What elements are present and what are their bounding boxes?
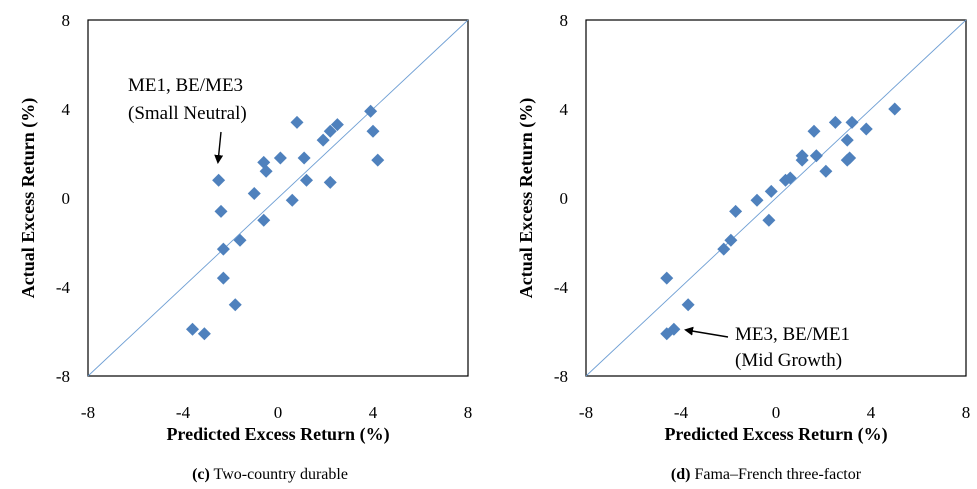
data-point-d-14 — [795, 149, 809, 163]
data-point-c-20 — [323, 175, 337, 189]
data-point-c-24 — [371, 153, 385, 167]
data-point-d-19 — [840, 133, 854, 147]
annotation-line-2: (Mid Growth) — [735, 350, 842, 371]
x-tick-label: 0 — [274, 403, 283, 422]
annotation-line-1: ME1, BE/ME3 — [128, 75, 243, 96]
data-point-d-10 — [764, 184, 778, 198]
annotation-d: ME3, BE/ME1 (Mid Growth) — [684, 324, 850, 371]
caption-letter-d: (d) — [671, 466, 691, 483]
data-point-c-3 — [216, 242, 230, 256]
y-tick-label: -4 — [554, 278, 569, 297]
x-ticks-c: -8 -4 0 4 8 — [81, 403, 472, 422]
y-tick-label: -4 — [56, 278, 71, 297]
data-point-c-2 — [214, 204, 228, 218]
data-point-c-15 — [290, 115, 304, 129]
data-point-d-6 — [724, 233, 738, 247]
x-tick-label: 4 — [369, 403, 378, 422]
data-point-d-5 — [717, 242, 731, 256]
x-tick-label: -8 — [81, 403, 95, 422]
data-point-d-17 — [819, 164, 833, 178]
annotation-arrow-d — [684, 326, 729, 338]
annotation-line-2: (Small Neutral) — [128, 103, 247, 124]
data-point-c-21 — [330, 118, 344, 132]
data-point-d-18 — [828, 115, 842, 129]
y-tick-label: 4 — [62, 100, 71, 119]
data-point-c-12 — [259, 164, 273, 178]
points-d — [660, 102, 902, 341]
y-tick-label: -8 — [56, 367, 70, 386]
data-point-c-4 — [216, 271, 230, 285]
data-point-d-16 — [809, 149, 823, 163]
data-point-d-3 — [667, 322, 681, 336]
data-point-d-7 — [729, 204, 743, 218]
y-tick-label: 8 — [62, 11, 71, 30]
data-point-c-22 — [364, 104, 378, 118]
x-tick-label: 8 — [464, 403, 473, 422]
data-point-c-7 — [197, 327, 211, 341]
annotation-arrow-c — [214, 131, 224, 164]
x-tick-label: -8 — [579, 403, 593, 422]
data-point-d-8 — [750, 193, 764, 207]
data-point-c-6 — [186, 322, 199, 336]
x-tick-label: 8 — [962, 403, 971, 422]
annotation-line-1: ME3, BE/ME1 — [735, 324, 850, 345]
x-tick-label: -4 — [176, 403, 191, 422]
panel-c: -8 -4 0 4 8 8 4 0 -4 -8 Predicted Excess… — [18, 11, 472, 483]
data-point-c-9 — [247, 187, 261, 201]
x-axis-title-d: Predicted Excess Return (%) — [664, 424, 887, 445]
data-point-c-23 — [366, 124, 380, 138]
data-point-c-5 — [228, 298, 242, 312]
data-point-c-8 — [233, 233, 247, 247]
data-point-c-14 — [285, 193, 299, 207]
caption-letter-c: (c) — [192, 466, 210, 483]
caption-text-c: Two-country durable — [210, 466, 348, 483]
data-point-c-11 — [257, 155, 271, 169]
x-ticks-d: -8 -4 0 4 8 — [579, 403, 970, 422]
caption-c: (c) Two-country durable — [192, 466, 348, 483]
data-point-d-22 — [845, 115, 859, 129]
data-point-d-21 — [843, 151, 857, 165]
caption-text-d: Fama–French three-factor — [690, 466, 861, 483]
data-point-c-13 — [273, 151, 287, 165]
points-c — [186, 104, 385, 341]
data-point-d-1 — [660, 271, 674, 285]
reference-line-c — [87, 19, 469, 377]
data-point-c-16 — [297, 151, 311, 165]
caption-d: (d) Fama–French three-factor — [671, 466, 862, 483]
data-point-d-15 — [807, 124, 821, 138]
x-tick-label: 0 — [772, 403, 781, 422]
data-point-c-19 — [323, 124, 337, 138]
data-point-d-24 — [888, 102, 902, 116]
y-tick-label: 4 — [560, 100, 569, 119]
data-point-d-9 — [762, 213, 776, 227]
y-axis-title-d: Actual Excess Return (%) — [516, 98, 537, 298]
data-point-c-17 — [300, 173, 313, 187]
data-point-d-4 — [681, 298, 695, 312]
x-axis-title-c: Predicted Excess Return (%) — [166, 424, 389, 445]
annotation-c: ME1, BE/ME3 (Small Neutral) — [128, 75, 247, 164]
x-tick-label: -4 — [674, 403, 689, 422]
data-point-c-1 — [212, 173, 226, 187]
panel-d: -8 -4 0 4 8 8 4 0 -4 -8 Predicted Excess… — [516, 11, 970, 483]
y-tick-label: -8 — [554, 367, 568, 386]
y-tick-label: 0 — [62, 189, 71, 208]
y-tick-label: 0 — [560, 189, 569, 208]
data-point-c-10 — [257, 213, 271, 227]
x-tick-label: 4 — [867, 403, 876, 422]
data-point-d-12 — [783, 171, 797, 185]
data-point-c-18 — [316, 133, 330, 147]
data-point-d-23 — [859, 122, 873, 136]
y-ticks-d: 8 4 0 -4 -8 — [554, 11, 569, 386]
reference-line-d — [585, 19, 967, 377]
y-axis-title-c: Actual Excess Return (%) — [18, 98, 39, 298]
y-ticks-c: 8 4 0 -4 -8 — [56, 11, 71, 386]
y-tick-label: 8 — [560, 11, 569, 30]
